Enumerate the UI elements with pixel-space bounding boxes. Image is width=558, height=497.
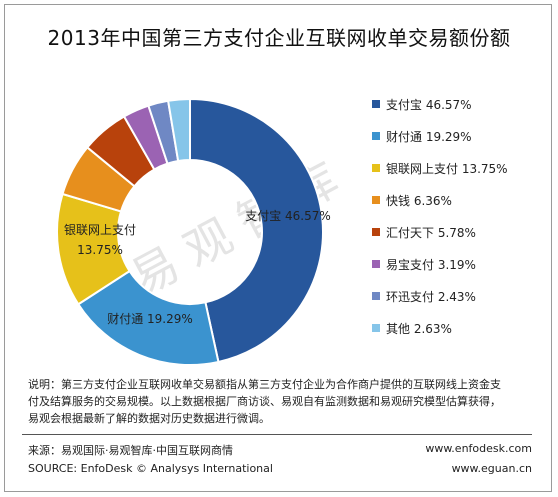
legend-label: 环迅支付 2.43% <box>386 289 476 304</box>
legend-item-huanxun: 环迅支付 2.43% <box>372 288 476 304</box>
footer-divider <box>22 434 532 435</box>
legend-swatch <box>372 324 380 332</box>
legend-item-zhifubao: 支付宝 46.57% <box>372 96 472 112</box>
note-line-2: 付及结算服务的交易规模。以上数据根据厂商访谈、易观自有监测数据和易观研究模型估算… <box>28 395 501 408</box>
chart-title: 2013年中国第三方支付企业互联网收单交易额份额 <box>47 26 511 50</box>
legend-label: 其他 2.63% <box>386 321 452 336</box>
note-line-3: 易观会根据最新了解的数据对历史数据进行微调。 <box>28 412 270 425</box>
legend-swatch <box>372 100 380 108</box>
url-eguan[interactable]: www.eguan.cn <box>451 462 532 475</box>
slice-label-zhifubao: 支付宝 46.57% <box>245 209 331 223</box>
legend-item-yibao: 易宝支付 3.19% <box>372 256 476 272</box>
source-en: SOURCE: EnfoDesk © Analysys Internationa… <box>28 462 273 475</box>
legend-item-yinlian: 银联网上支付 13.75% <box>372 160 508 176</box>
url-enfodesk[interactable]: www.enfodesk.com <box>425 442 532 455</box>
legend-swatch <box>372 260 380 268</box>
slice-other <box>166 97 191 163</box>
legend-swatch <box>372 196 380 204</box>
legend-swatch <box>372 228 380 236</box>
slice-label-yinlian: 13.75% <box>77 243 123 257</box>
note-line-1: 说明：第三方支付企业互联网收单交易额指从第三方支付企业为合作商户提供的互联网线上… <box>28 378 501 391</box>
legend-label: 支付宝 46.57% <box>386 97 472 112</box>
slice-label-yinlian: 银联网上支付 <box>64 223 136 237</box>
legend-item-other: 其他 2.63% <box>372 320 452 336</box>
legend-label: 易宝支付 3.19% <box>386 257 476 272</box>
legend-label: 快钱 6.36% <box>386 193 452 208</box>
legend-label: 财付通 19.29% <box>386 129 472 144</box>
legend-item-huifu: 汇付天下 5.78% <box>372 224 476 240</box>
legend-item-caifutong: 财付通 19.29% <box>372 128 472 144</box>
legend-item-kuaiqian: 快钱 6.36% <box>372 192 452 208</box>
legend-label: 银联网上支付 13.75% <box>386 161 508 176</box>
source-cn: 来源：易观国际·易观智库·中国互联网商情 <box>28 444 233 457</box>
legend-swatch <box>372 292 380 300</box>
slice-zhifubao <box>189 97 324 364</box>
legend-swatch <box>372 164 380 172</box>
legend-label: 汇付天下 5.78% <box>386 225 476 240</box>
explanation-note: 说明：第三方支付企业互联网收单交易额指从第三方支付企业为合作商户提供的互联网线上… <box>28 376 528 427</box>
slice-label-caifutong: 财付通 19.29% <box>107 312 193 326</box>
legend-swatch <box>372 132 380 140</box>
